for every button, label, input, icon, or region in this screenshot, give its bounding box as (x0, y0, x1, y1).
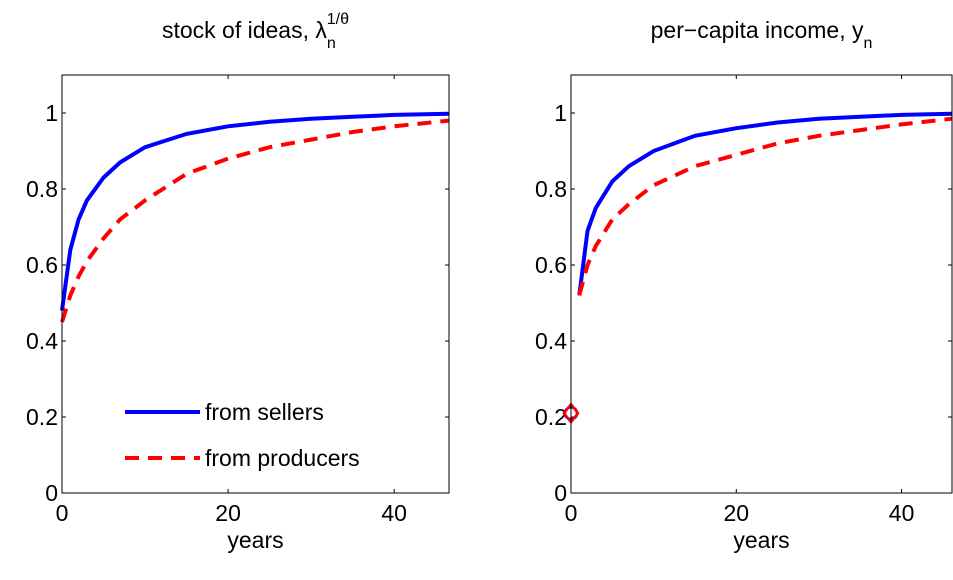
data-line (577, 116, 953, 296)
title-text: per−capita income, y (651, 17, 864, 43)
y-tick-label: 0.2 (535, 404, 567, 430)
y-tick-label: 0.2 (26, 404, 58, 430)
x-tick-label: 40 (381, 500, 407, 526)
title-subscript: n (327, 35, 336, 52)
y-tick-label: 1 (45, 100, 58, 126)
y-tick-label: 0.6 (535, 252, 567, 278)
data-line (60, 111, 450, 311)
legend-label: from producers (205, 445, 360, 471)
x-axis-label: years (733, 527, 789, 553)
y-tick-label: 0.4 (26, 328, 58, 354)
title-superscript: 1/θ (327, 11, 349, 28)
x-tick-label: 20 (723, 500, 749, 526)
data-line (60, 118, 450, 323)
y-tick-label: 0 (45, 480, 58, 506)
y-tick-label: 0.8 (535, 176, 567, 202)
x-tick-label: 20 (215, 500, 241, 526)
chart-title: per−capita income, yn (651, 17, 873, 52)
legend-label: from sellers (205, 399, 324, 425)
axes-box (570, 74, 953, 494)
y-tick-label: 0 (554, 480, 567, 506)
title-subscript: n (863, 35, 872, 52)
chart-title: stock of ideas, λn 1/θ (162, 11, 349, 52)
x-axis-label: years (227, 527, 283, 553)
axes-box (61, 74, 450, 494)
y-tick-label: 0.4 (535, 328, 567, 354)
y-tick-label: 0.8 (26, 176, 58, 202)
data-line (577, 111, 953, 296)
x-tick-label: 40 (889, 500, 915, 526)
y-tick-label: 0.6 (26, 252, 58, 278)
x-tick-label: 0 (56, 500, 69, 526)
title-text: stock of ideas, λ (162, 17, 327, 43)
plot-area (62, 75, 449, 493)
plot-area (571, 75, 952, 493)
y-tick-label: 1 (554, 100, 567, 126)
x-tick-label: 0 (565, 500, 578, 526)
